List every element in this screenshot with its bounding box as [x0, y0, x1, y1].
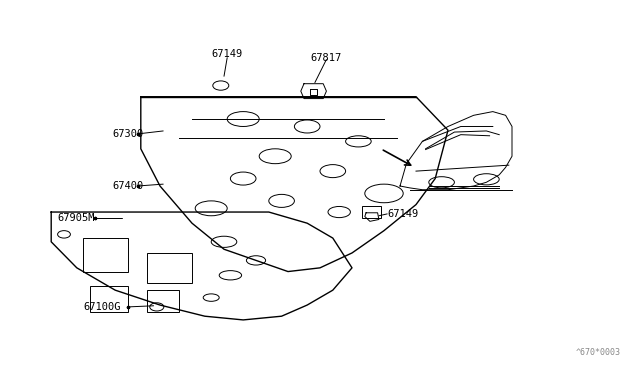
- Bar: [90, 286, 128, 312]
- Text: 67300: 67300: [112, 129, 143, 139]
- Text: 67817: 67817: [311, 53, 342, 62]
- Text: 67400: 67400: [112, 181, 143, 191]
- Text: ^670*0003: ^670*0003: [576, 348, 621, 357]
- Bar: [362, 206, 381, 218]
- Bar: [147, 290, 179, 312]
- Text: 67149: 67149: [212, 49, 243, 59]
- Bar: [147, 253, 192, 283]
- Bar: [83, 238, 128, 272]
- Text: 67149: 67149: [387, 209, 419, 219]
- Text: 67905M: 67905M: [58, 213, 95, 222]
- Text: 67100G: 67100G: [83, 302, 121, 312]
